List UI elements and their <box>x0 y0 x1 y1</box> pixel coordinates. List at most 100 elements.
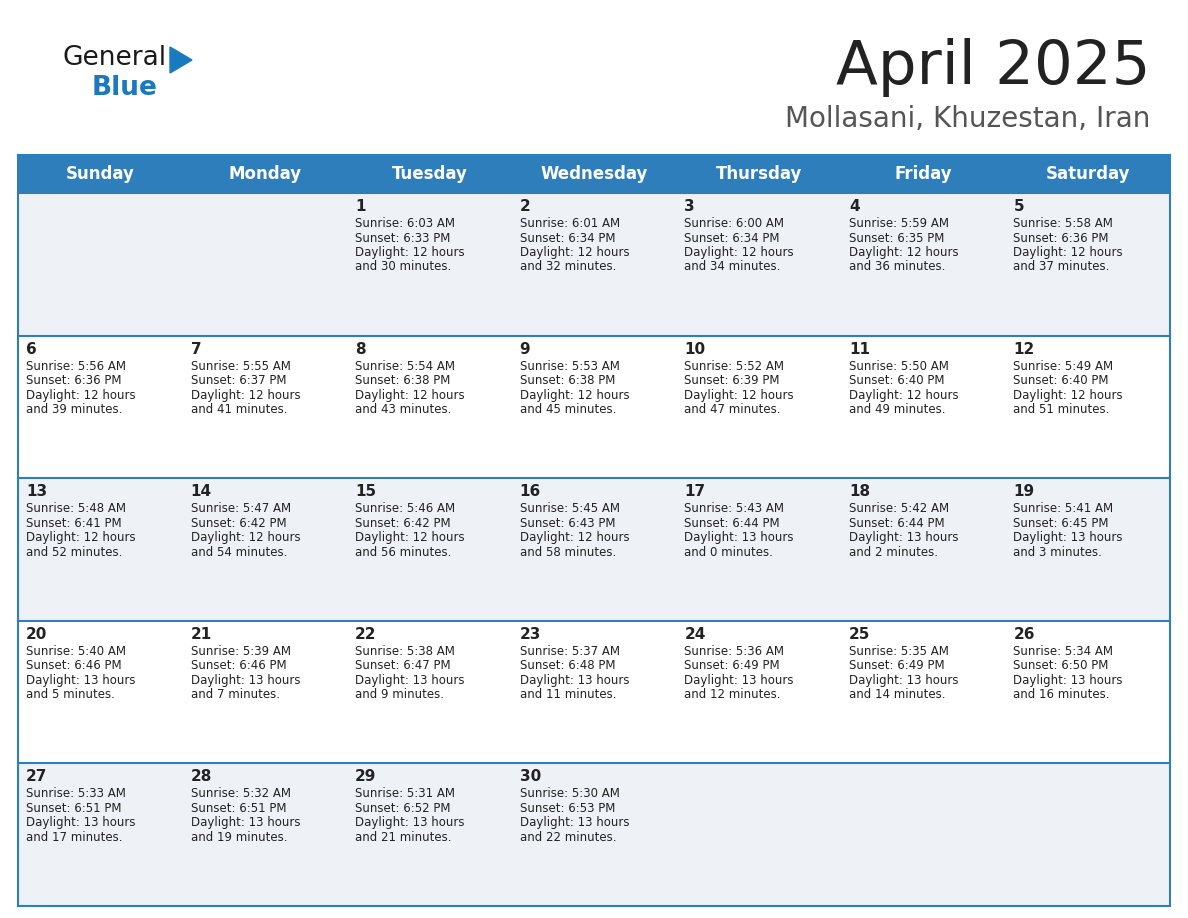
Text: Daylight: 12 hours: Daylight: 12 hours <box>26 388 135 401</box>
Text: 3: 3 <box>684 199 695 214</box>
Text: Sunrise: 5:54 AM: Sunrise: 5:54 AM <box>355 360 455 373</box>
Text: Sunrise: 5:53 AM: Sunrise: 5:53 AM <box>519 360 620 373</box>
Text: 26: 26 <box>1013 627 1035 642</box>
Text: Sunrise: 5:35 AM: Sunrise: 5:35 AM <box>849 644 949 658</box>
Text: April 2025: April 2025 <box>835 38 1150 97</box>
Text: Daylight: 13 hours: Daylight: 13 hours <box>684 532 794 544</box>
Text: Sunrise: 5:40 AM: Sunrise: 5:40 AM <box>26 644 126 658</box>
Text: Sunrise: 5:38 AM: Sunrise: 5:38 AM <box>355 644 455 658</box>
Text: and 21 minutes.: and 21 minutes. <box>355 831 451 844</box>
Text: Sunrise: 5:47 AM: Sunrise: 5:47 AM <box>190 502 291 515</box>
Text: and 34 minutes.: and 34 minutes. <box>684 261 781 274</box>
Text: Daylight: 13 hours: Daylight: 13 hours <box>26 816 135 829</box>
Bar <box>347 764 512 906</box>
Bar <box>18 478 183 621</box>
Text: Thursday: Thursday <box>715 165 802 183</box>
Bar <box>1005 764 1170 906</box>
Text: Saturday: Saturday <box>1045 165 1130 183</box>
Text: Daylight: 12 hours: Daylight: 12 hours <box>519 388 630 401</box>
Text: Friday: Friday <box>895 165 952 183</box>
Text: Sunset: 6:43 PM: Sunset: 6:43 PM <box>519 517 615 530</box>
Text: Sunrise: 5:32 AM: Sunrise: 5:32 AM <box>190 788 291 800</box>
Text: Sunrise: 6:00 AM: Sunrise: 6:00 AM <box>684 217 784 230</box>
Text: Sunset: 6:48 PM: Sunset: 6:48 PM <box>519 659 615 672</box>
Text: Sunset: 6:46 PM: Sunset: 6:46 PM <box>190 659 286 672</box>
Text: and 56 minutes.: and 56 minutes. <box>355 545 451 559</box>
Text: and 7 minutes.: and 7 minutes. <box>190 688 279 701</box>
Text: and 11 minutes.: and 11 minutes. <box>519 688 617 701</box>
Text: 4: 4 <box>849 199 859 214</box>
Text: Sunset: 6:39 PM: Sunset: 6:39 PM <box>684 375 779 387</box>
Text: Daylight: 13 hours: Daylight: 13 hours <box>1013 674 1123 687</box>
Bar <box>1005 193 1170 336</box>
Text: 28: 28 <box>190 769 211 784</box>
Text: 10: 10 <box>684 341 706 356</box>
Text: Sunset: 6:36 PM: Sunset: 6:36 PM <box>1013 231 1108 244</box>
Text: Daylight: 13 hours: Daylight: 13 hours <box>849 674 959 687</box>
Text: 30: 30 <box>519 769 541 784</box>
Bar <box>18 764 183 906</box>
Text: Sunset: 6:44 PM: Sunset: 6:44 PM <box>849 517 944 530</box>
Text: Sunrise: 5:43 AM: Sunrise: 5:43 AM <box>684 502 784 515</box>
Text: 16: 16 <box>519 484 541 499</box>
Text: Sunrise: 5:45 AM: Sunrise: 5:45 AM <box>519 502 620 515</box>
Bar <box>676 478 841 621</box>
Text: Sunset: 6:50 PM: Sunset: 6:50 PM <box>1013 659 1108 672</box>
Bar <box>676 336 841 478</box>
Text: 13: 13 <box>26 484 48 499</box>
Text: Wednesday: Wednesday <box>541 165 647 183</box>
Bar <box>676 155 841 193</box>
Text: Sunset: 6:51 PM: Sunset: 6:51 PM <box>26 802 121 815</box>
Text: Daylight: 13 hours: Daylight: 13 hours <box>519 674 630 687</box>
Bar <box>512 478 676 621</box>
Text: and 2 minutes.: and 2 minutes. <box>849 545 937 559</box>
Text: Sunrise: 5:31 AM: Sunrise: 5:31 AM <box>355 788 455 800</box>
Bar <box>183 764 347 906</box>
Text: Sunset: 6:36 PM: Sunset: 6:36 PM <box>26 375 121 387</box>
Text: Sunrise: 6:01 AM: Sunrise: 6:01 AM <box>519 217 620 230</box>
Bar <box>183 336 347 478</box>
Bar <box>841 193 1005 336</box>
Text: and 45 minutes.: and 45 minutes. <box>519 403 617 416</box>
Bar <box>183 478 347 621</box>
Bar <box>347 478 512 621</box>
Text: Sunrise: 5:46 AM: Sunrise: 5:46 AM <box>355 502 455 515</box>
Text: Sunday: Sunday <box>65 165 134 183</box>
Text: and 12 minutes.: and 12 minutes. <box>684 688 781 701</box>
Text: Daylight: 12 hours: Daylight: 12 hours <box>190 388 301 401</box>
Text: Daylight: 13 hours: Daylight: 13 hours <box>355 674 465 687</box>
Text: Daylight: 12 hours: Daylight: 12 hours <box>190 532 301 544</box>
Text: 12: 12 <box>1013 341 1035 356</box>
Polygon shape <box>170 47 192 73</box>
Text: 9: 9 <box>519 341 530 356</box>
Bar <box>841 155 1005 193</box>
Text: and 0 minutes.: and 0 minutes. <box>684 545 773 559</box>
Text: Sunrise: 5:50 AM: Sunrise: 5:50 AM <box>849 360 949 373</box>
Text: and 19 minutes.: and 19 minutes. <box>190 831 287 844</box>
Text: and 41 minutes.: and 41 minutes. <box>190 403 287 416</box>
Text: Sunset: 6:45 PM: Sunset: 6:45 PM <box>1013 517 1108 530</box>
Text: and 51 minutes.: and 51 minutes. <box>1013 403 1110 416</box>
Text: 14: 14 <box>190 484 211 499</box>
Bar <box>512 336 676 478</box>
Text: Sunset: 6:35 PM: Sunset: 6:35 PM <box>849 231 944 244</box>
Text: and 3 minutes.: and 3 minutes. <box>1013 545 1102 559</box>
Text: Sunrise: 5:48 AM: Sunrise: 5:48 AM <box>26 502 126 515</box>
Text: 27: 27 <box>26 769 48 784</box>
Bar <box>676 621 841 764</box>
Text: Tuesday: Tuesday <box>392 165 467 183</box>
Text: 20: 20 <box>26 627 48 642</box>
Text: and 43 minutes.: and 43 minutes. <box>355 403 451 416</box>
Text: 25: 25 <box>849 627 871 642</box>
Bar <box>183 155 347 193</box>
Bar <box>676 764 841 906</box>
Bar <box>841 478 1005 621</box>
Text: Sunrise: 5:39 AM: Sunrise: 5:39 AM <box>190 644 291 658</box>
Text: and 32 minutes.: and 32 minutes. <box>519 261 617 274</box>
Text: 15: 15 <box>355 484 377 499</box>
Text: and 30 minutes.: and 30 minutes. <box>355 261 451 274</box>
Text: 17: 17 <box>684 484 706 499</box>
Text: and 39 minutes.: and 39 minutes. <box>26 403 122 416</box>
Text: and 47 minutes.: and 47 minutes. <box>684 403 781 416</box>
Text: Sunset: 6:37 PM: Sunset: 6:37 PM <box>190 375 286 387</box>
